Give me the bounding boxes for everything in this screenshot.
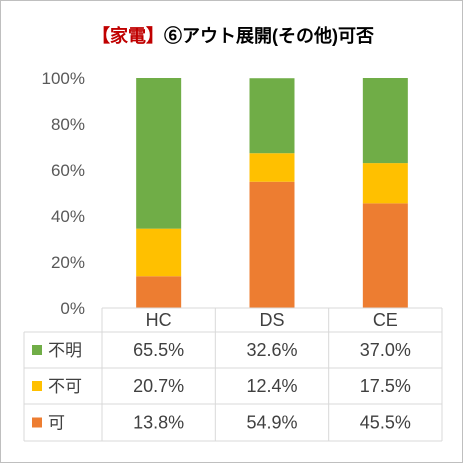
y-tick-label: 40%: [51, 207, 85, 226]
legend-swatch: [32, 345, 42, 355]
table-cell-value: 32.6%: [246, 340, 297, 360]
table-cell-value: 12.4%: [246, 376, 297, 396]
table-cell-value: 65.5%: [133, 340, 184, 360]
table-cell-value: 20.7%: [133, 376, 184, 396]
legend-swatch: [32, 417, 42, 428]
chart-title-prefix: 【家電】: [92, 25, 164, 46]
bar-segment: [136, 78, 182, 229]
category-label: DS: [259, 310, 284, 330]
y-tick-label: 60%: [51, 161, 85, 180]
bar-segment: [136, 276, 182, 308]
bar-segment: [249, 181, 295, 308]
bar-segment: [136, 228, 182, 277]
legend-swatch: [32, 381, 42, 391]
legend-label: 不明: [48, 341, 82, 360]
chart-title-main: ⑥アウト展開(その他)可否: [164, 25, 374, 46]
table-cell-value: 17.5%: [360, 376, 411, 396]
bar-segment: [249, 78, 295, 154]
y-tick-label: 100%: [42, 69, 85, 88]
data-table: HC DS CE 不明 65.5% 32.6% 37.0% 不可 20.7% 12.4% 17.5%…: [23, 307, 443, 442]
bar-segment: [362, 163, 408, 204]
legend-label: 不可: [48, 377, 82, 396]
bar-segment: [362, 203, 408, 308]
bar-segment: [249, 153, 295, 182]
table-cell-value: 37.0%: [360, 340, 411, 360]
y-tick-label: 0%: [60, 299, 85, 318]
table-cell-value: 13.8%: [133, 413, 184, 433]
table-cell-value: 54.9%: [246, 413, 297, 433]
category-label: CE: [373, 310, 398, 330]
bar-segment: [362, 78, 408, 164]
y-tick-label: 20%: [51, 253, 85, 272]
legend-label: 可: [48, 414, 65, 433]
bars: [136, 78, 408, 308]
y-axis-ticks: 0% 20% 40% 60% 80% 100%: [42, 69, 85, 318]
table-cell-value: 45.5%: [360, 413, 411, 433]
category-label: HC: [146, 310, 172, 330]
chart-title: 【家電】⑥アウト展開(その他)可否: [92, 25, 374, 46]
y-tick-label: 80%: [51, 115, 85, 134]
